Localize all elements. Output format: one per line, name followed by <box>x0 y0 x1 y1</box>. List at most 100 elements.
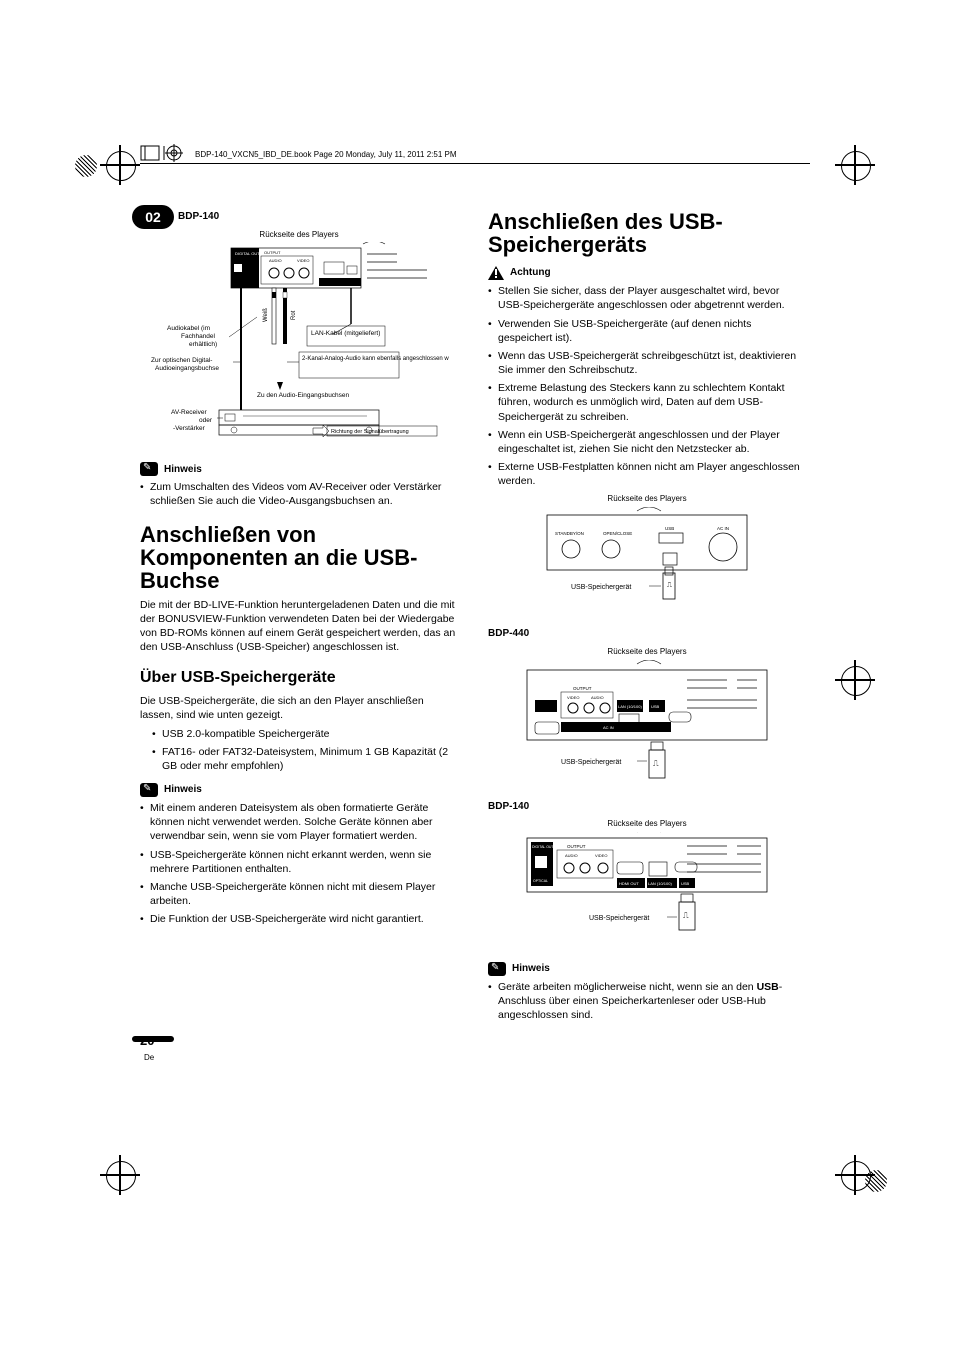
svg-text:VIDEO: VIDEO <box>595 853 607 858</box>
diagram-svg: OUTPUT VIDEO AUDIO HDMI OUT LAN (10 <box>517 660 777 790</box>
diagram-rear-av: Rückseite des Players DIGITAL OUT OUTPUT… <box>140 230 458 453</box>
svg-text:USB: USB <box>665 526 674 531</box>
svg-text:AUDIO: AUDIO <box>591 695 604 700</box>
diagram-front-panel: Rückseite des Players STANDBY/ON OPEN/CL… <box>488 494 806 617</box>
svg-text:OUTPUT: OUTPUT <box>573 686 592 691</box>
svg-text:2-Kanal-Analog-Audio kann eben: 2-Kanal-Analog-Audio kann ebenfalls ange… <box>302 356 449 362</box>
diagram-caption: Rückseite des Players <box>488 494 806 505</box>
reg-mark <box>865 1170 887 1192</box>
svg-text:USB: USB <box>681 881 690 886</box>
svg-text:Richtung der Signalübertragung: Richtung der Signalübertragung <box>331 429 409 435</box>
svg-text:AV-Receiveroder-Verstärker: AV-Receiveroder-Verstärker <box>171 409 213 432</box>
svg-text:USB-Speichergerät: USB-Speichergerät <box>571 584 631 591</box>
svg-text:OPTICAL: OPTICAL <box>533 879 548 883</box>
svg-text:OPEN/CLOSE: OPEN/CLOSE <box>603 531 632 536</box>
note-list: Geräte arbeiten möglicherweise nicht, we… <box>488 980 806 1023</box>
diagram-caption: Rückseite des Players <box>488 647 806 658</box>
note-icon <box>488 962 506 976</box>
caution-label: Achtung <box>510 266 551 280</box>
note-list: Zum Umschalten des Videos vom AV-Receive… <box>140 480 458 508</box>
svg-text:LAN-Kabel (mitgeliefert): LAN-Kabel (mitgeliefert) <box>311 330 380 337</box>
list-item: Manche USB-Speichergeräte können nicht m… <box>140 880 458 908</box>
body-text: Die mit der BD-LIVE-Funktion heruntergel… <box>140 598 458 655</box>
svg-text:DIGITAL OUT: DIGITAL OUT <box>235 251 260 256</box>
svg-text:⎍: ⎍ <box>683 911 689 920</box>
svg-text:AUDIO: AUDIO <box>565 853 578 858</box>
intro-text: Die mit der BD-LIVE-Funktion heruntergel… <box>140 599 455 654</box>
reg-mark <box>75 155 97 177</box>
right-column: Anschließen des USB-Speichergeräts Achtu… <box>488 210 806 1028</box>
svg-text:VIDEO: VIDEO <box>567 695 579 700</box>
header-text: BDP-140_VXCN5_IBD_DE.book Page 20 Monday… <box>195 150 456 159</box>
svg-text:USB-Speichergerät: USB-Speichergerät <box>589 915 649 922</box>
spec-list: USB 2.0-kompatible Speichergeräte FAT16-… <box>152 727 458 774</box>
list-item: Verwenden Sie USB-Speichergeräte (auf de… <box>488 317 806 345</box>
list-item: Die Funktion der USB-Speichergeräte wird… <box>140 912 458 926</box>
model-label: BDP-140 <box>488 800 806 814</box>
caution-icon <box>488 266 504 280</box>
section-heading: Anschließen von Komponenten an die USB-B… <box>140 523 458 592</box>
model-label: BDP-440 <box>488 627 806 641</box>
note-list: Mit einem anderen Dateisystem als oben f… <box>140 801 458 926</box>
note-bar: Hinweis <box>140 783 458 797</box>
crop-mark <box>835 145 875 185</box>
note-bar: Hinweis <box>488 962 806 976</box>
diagram-rear-140: Rückseite des Players DIGITAL OUT <box>488 819 806 952</box>
list-item: Externe USB-Festplatten können nicht am … <box>488 460 806 488</box>
list-item: Geräte arbeiten möglicherweise nicht, we… <box>488 980 806 1023</box>
list-item: Mit einem anderen Dateisystem als oben f… <box>140 801 458 844</box>
caution-list: Stellen Sie sicher, dass der Player ausg… <box>488 284 806 488</box>
diagram-svg: DIGITAL OUT OUTPUT AUDIO VIDEO <box>149 242 449 452</box>
page-lang: De <box>144 1053 154 1062</box>
svg-text:Zur optischen Digital-Audioein: Zur optischen Digital-Audioeingangsbuchs… <box>151 357 219 372</box>
svg-text:DIGITAL OUT: DIGITAL OUT <box>532 845 554 849</box>
diagram-svg: DIGITAL OUT OPTICAL OUTPUT AUDIO VIDEO <box>517 832 777 952</box>
columns: BDP-140 Rückseite des Players DIGITAL OU… <box>140 155 810 1028</box>
crop-mark <box>835 660 875 700</box>
svg-text:USB: USB <box>651 704 660 709</box>
diagram-caption: Rückseite des Players <box>140 230 458 241</box>
chapter-tab: 02 <box>132 205 174 229</box>
header-rule <box>140 163 810 164</box>
page-number: 20 <box>140 1033 154 1048</box>
svg-text:Rot: Rot <box>291 311 297 321</box>
svg-text:LAN (10/100): LAN (10/100) <box>648 881 672 886</box>
note-icon <box>140 783 158 797</box>
list-item: Extreme Belastung des Steckers kann zu s… <box>488 381 806 424</box>
header-book-icon <box>140 143 186 163</box>
note-text: Geräte arbeiten möglicherweise nicht, we… <box>498 981 757 993</box>
note-bar: Hinweis <box>140 462 458 476</box>
diagram-caption: Rückseite des Players <box>488 819 806 830</box>
svg-text:OUTPUT: OUTPUT <box>567 844 586 849</box>
svg-text:AC IN: AC IN <box>717 526 729 531</box>
list-item: Wenn das USB-Speichergerät schreibgeschü… <box>488 349 806 377</box>
caution-bar: Achtung <box>488 266 806 280</box>
subsection-heading: Über USB-Speichergeräte <box>140 667 458 689</box>
list-item: USB-Speichergeräte können nicht erkannt … <box>140 848 458 876</box>
svg-text:⎍: ⎍ <box>667 582 672 589</box>
crop-mark <box>100 145 140 185</box>
note-label: Hinweis <box>512 962 550 976</box>
svg-text:HDMI OUT: HDMI OUT <box>619 881 639 886</box>
list-item: Stellen Sie sicher, dass der Player ausg… <box>488 284 806 312</box>
svg-text:LAN (10/100): LAN (10/100) <box>618 704 642 709</box>
note-label: Hinweis <box>164 463 202 477</box>
left-column: BDP-140 Rückseite des Players DIGITAL OU… <box>140 210 458 1028</box>
section-heading: Anschließen des USB-Speichergeräts <box>488 210 806 256</box>
sheet: BDP-140_VXCN5_IBD_DE.book Page 20 Monday… <box>140 155 810 1028</box>
svg-text:Audiokabel (imFachhandelerhält: Audiokabel (imFachhandelerhältlich) <box>167 325 217 348</box>
svg-text:AC IN: AC IN <box>603 725 614 730</box>
svg-text:VIDEO: VIDEO <box>297 258 309 263</box>
note-bold: USB <box>757 981 779 993</box>
svg-text:HDMI OUT: HDMI OUT <box>535 714 555 719</box>
svg-text:OUTPUT: OUTPUT <box>264 250 281 255</box>
note-icon <box>140 462 158 476</box>
model-label: BDP-140 <box>178 210 458 224</box>
body-text: Die USB-Speichergeräte, die sich an den … <box>140 694 458 722</box>
svg-text:USB-Speichergerät: USB-Speichergerät <box>561 759 621 766</box>
list-item: Wenn ein USB-Speichergerät angeschlossen… <box>488 428 806 456</box>
diagram-rear-440: Rückseite des Players OUTPUT <box>488 647 806 790</box>
note-label: Hinweis <box>164 783 202 797</box>
svg-text:⎍: ⎍ <box>653 759 659 768</box>
diagram-svg: STANDBY/ON OPEN/CLOSE USB AC IN ⎍ US <box>537 507 757 617</box>
